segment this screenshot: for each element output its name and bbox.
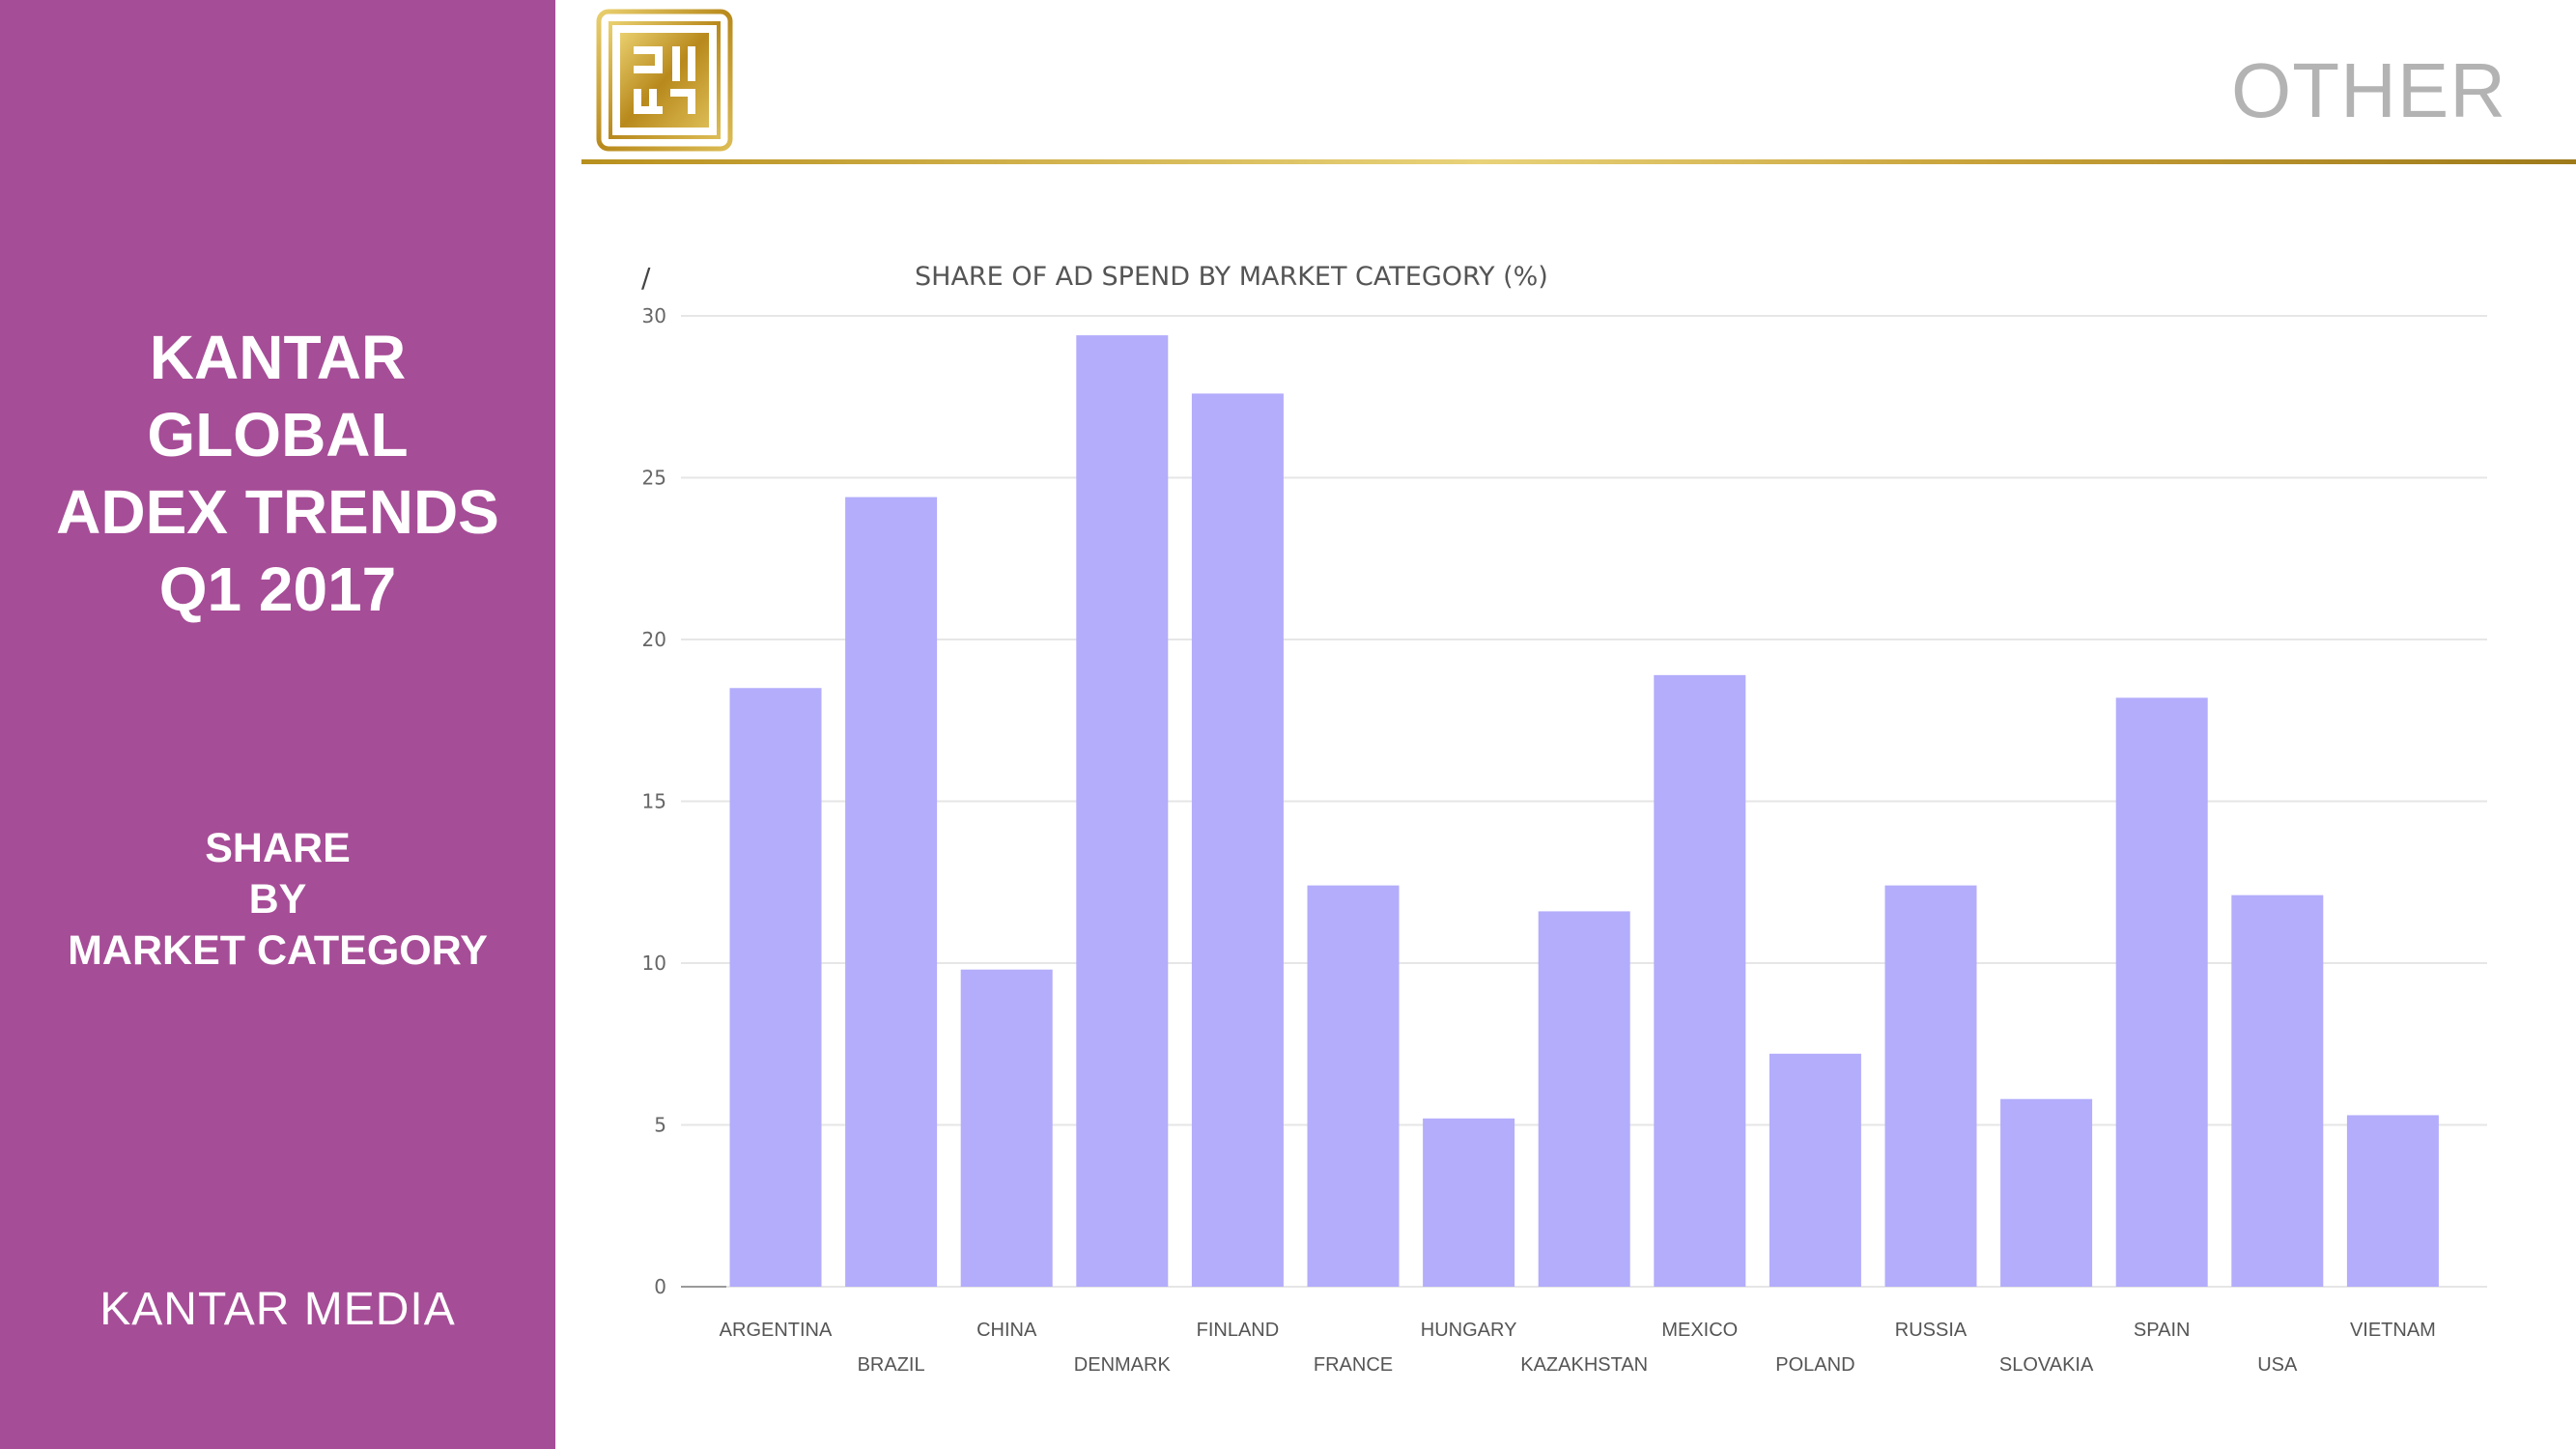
report-title-line: KANTAR: [149, 323, 407, 392]
section-title-line: SHARE: [205, 825, 351, 871]
x-tick-label: HUNGARY: [1421, 1320, 1517, 1341]
x-tick-label: BRAZIL: [858, 1354, 925, 1376]
sidebar: KANTAR GLOBAL ADEX TRENDS Q1 2017 SHARE …: [0, 0, 555, 1449]
section-title: SHARE BY MARKET CATEGORY: [0, 823, 555, 977]
y-tick-label: 0: [654, 1275, 666, 1298]
x-tick-label: USA: [2257, 1354, 2298, 1376]
x-tick-label: KAZAKHSTAN: [1520, 1354, 1648, 1376]
x-tick-label: RUSSIA: [1895, 1320, 1967, 1341]
y-tick-label: 30: [642, 304, 666, 327]
chart-bars: [729, 335, 2439, 1288]
x-tick-label: VIETNAM: [2350, 1320, 2436, 1341]
section-title-line: BY: [248, 876, 307, 923]
report-title-line: ADEX TRENDS: [56, 477, 499, 547]
chart-corner-mark: /: [641, 262, 651, 294]
bar-hungary: [1423, 1118, 1515, 1287]
bar-denmark: [1076, 335, 1169, 1288]
page-tag: OTHER: [2231, 47, 2506, 133]
x-tick-label: DENMARK: [1074, 1354, 1172, 1376]
report-title-line: GLOBAL: [147, 400, 409, 469]
y-tick-label: 5: [654, 1114, 666, 1137]
bar-russia: [1884, 885, 1977, 1287]
y-tick-label: 15: [642, 790, 666, 813]
header-divider: [581, 159, 2576, 164]
kantar-media-logo: KANTAR MEDIA: [99, 1284, 456, 1335]
x-tick-label: ARGENTINA: [720, 1320, 833, 1341]
x-tick-label: FRANCE: [1314, 1354, 1393, 1376]
x-tick-label: POLAND: [1775, 1354, 1854, 1376]
report-title: KANTAR GLOBAL ADEX TRENDS Q1 2017: [0, 319, 555, 628]
kantar-emblem-icon: [596, 9, 733, 152]
bar-poland: [1769, 1053, 1861, 1287]
bar-slovakia: [2000, 1098, 2093, 1287]
bar-usa: [2231, 895, 2324, 1287]
y-tick-label: 25: [642, 467, 666, 490]
chart-title: SHARE OF AD SPEND BY MARKET CATEGORY (%): [915, 262, 1548, 292]
bar-vietnam: [2346, 1115, 2439, 1287]
bar-france: [1307, 885, 1400, 1287]
bar-finland: [1191, 393, 1284, 1287]
x-tick-label: FINLAND: [1197, 1320, 1280, 1341]
x-tick-label: CHINA: [977, 1320, 1037, 1341]
bar-argentina: [729, 688, 822, 1287]
y-tick-label: 10: [642, 952, 666, 975]
y-tick-label: 20: [642, 628, 666, 651]
bar-mexico: [1654, 674, 1746, 1287]
bar-spain: [2115, 697, 2208, 1287]
bar-brazil: [845, 497, 938, 1287]
y-axis: 0 5 10 15 20 25 30: [642, 304, 666, 1298]
x-tick-label: SPAIN: [2134, 1320, 2191, 1341]
bar-kazakhstan: [1538, 911, 1630, 1287]
section-title-line: MARKET CATEGORY: [68, 927, 488, 974]
bar-china: [960, 969, 1053, 1287]
x-tick-label: SLOVAKIA: [1999, 1354, 2094, 1376]
x-axis: ARGENTINA BRAZIL CHINA DENMARK FINLAND FRANCE…: [681, 1286, 2436, 1376]
report-title-line: Q1 2017: [158, 554, 397, 624]
x-tick-label: MEXICO: [1661, 1320, 1738, 1341]
